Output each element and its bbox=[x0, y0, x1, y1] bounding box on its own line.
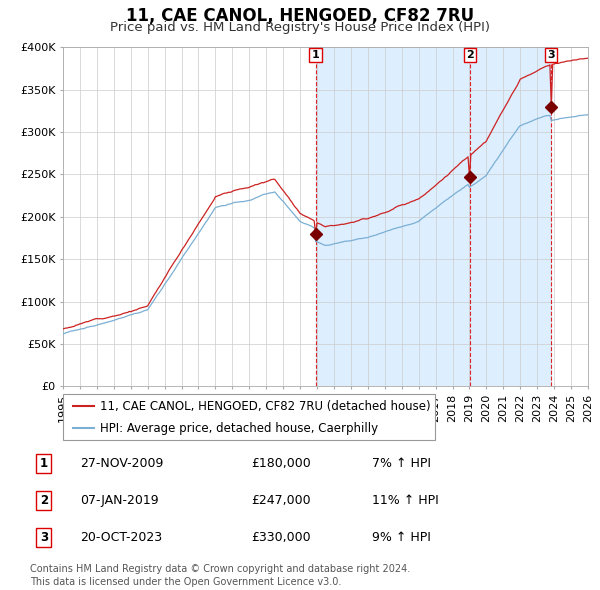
Bar bbox=[316, 47, 551, 386]
Text: 07-JAN-2019: 07-JAN-2019 bbox=[80, 494, 158, 507]
FancyBboxPatch shape bbox=[63, 394, 435, 440]
Text: Contains HM Land Registry data © Crown copyright and database right 2024.
This d: Contains HM Land Registry data © Crown c… bbox=[30, 564, 410, 587]
Text: 2: 2 bbox=[466, 50, 473, 60]
Text: £180,000: £180,000 bbox=[251, 457, 311, 470]
Text: 11, CAE CANOL, HENGOED, CF82 7RU (detached house): 11, CAE CANOL, HENGOED, CF82 7RU (detach… bbox=[100, 400, 431, 413]
Text: Price paid vs. HM Land Registry's House Price Index (HPI): Price paid vs. HM Land Registry's House … bbox=[110, 21, 490, 34]
Text: 1: 1 bbox=[311, 50, 319, 60]
Text: 20-OCT-2023: 20-OCT-2023 bbox=[80, 531, 162, 544]
Text: 27-NOV-2009: 27-NOV-2009 bbox=[80, 457, 163, 470]
Text: 2: 2 bbox=[40, 494, 48, 507]
Text: HPI: Average price, detached house, Caerphilly: HPI: Average price, detached house, Caer… bbox=[100, 421, 379, 435]
Text: £330,000: £330,000 bbox=[251, 531, 310, 544]
Text: 11% ↑ HPI: 11% ↑ HPI bbox=[372, 494, 439, 507]
Text: 9% ↑ HPI: 9% ↑ HPI bbox=[372, 531, 431, 544]
Text: £247,000: £247,000 bbox=[251, 494, 310, 507]
Text: 7% ↑ HPI: 7% ↑ HPI bbox=[372, 457, 431, 470]
Text: 3: 3 bbox=[40, 531, 48, 544]
Text: 1: 1 bbox=[40, 457, 48, 470]
Text: 11, CAE CANOL, HENGOED, CF82 7RU: 11, CAE CANOL, HENGOED, CF82 7RU bbox=[126, 7, 474, 25]
Text: 3: 3 bbox=[547, 50, 554, 60]
